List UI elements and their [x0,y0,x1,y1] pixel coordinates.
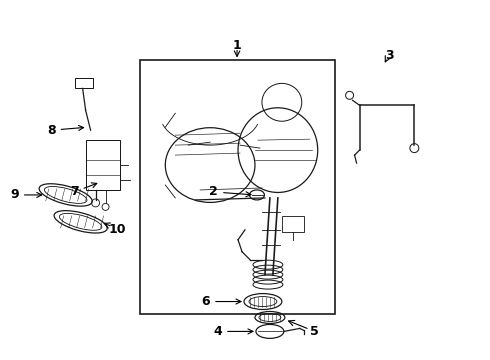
Text: 10: 10 [109,223,126,236]
Text: 3: 3 [385,49,394,62]
Text: 9: 9 [10,188,42,202]
Text: 6: 6 [201,295,241,308]
Text: 4: 4 [213,325,253,338]
Bar [141,60,335,315]
Text: 8: 8 [47,124,84,137]
Bar [86,140,121,190]
Text: 2: 2 [209,185,251,198]
Text: 7: 7 [70,183,97,198]
Bar [74,78,93,88]
Bar [282,216,304,232]
Text: 1: 1 [233,39,242,52]
Text: 5: 5 [310,325,319,338]
